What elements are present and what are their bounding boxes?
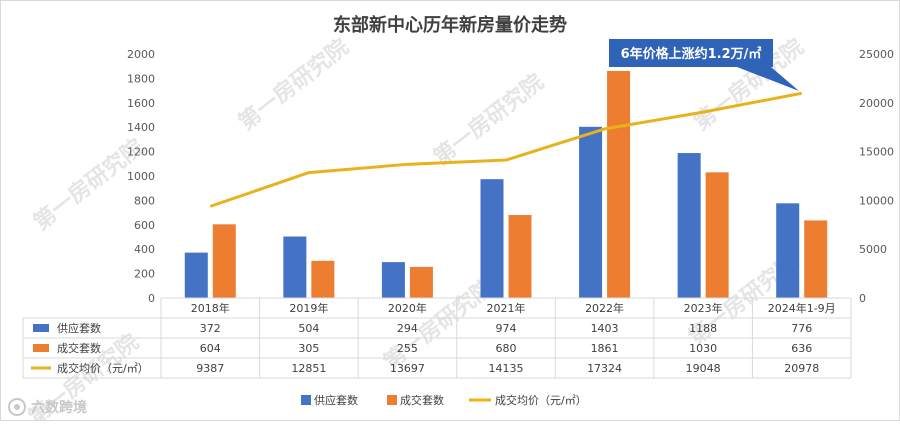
deal-bar: [311, 260, 335, 298]
callout-pointer: [737, 67, 799, 91]
table-cell: 604: [200, 342, 221, 355]
y-right-tick-label: 20000: [859, 97, 894, 110]
x-tick-label: 2019年: [289, 301, 328, 315]
table-cell: 776: [791, 322, 812, 335]
y-left-tick-label: 0: [148, 292, 155, 305]
table-cell: 14135: [489, 362, 524, 375]
deal-bar: [508, 215, 532, 298]
table-cell: 305: [298, 342, 319, 355]
table-cell: 680: [496, 342, 517, 355]
table-cell: 1861: [591, 342, 619, 355]
table-row-label: 成交套数: [57, 341, 101, 355]
legend-label: 成交套数: [400, 393, 444, 407]
legend-label: 成交均价（元/㎡）: [495, 393, 587, 407]
x-tick-label: 2018年: [191, 301, 230, 315]
supply-bar: [480, 179, 504, 298]
x-tick-label: 2022年: [585, 301, 624, 315]
table-row-label: 成交均价（元/㎡）: [57, 361, 149, 375]
x-tick-label: 2021年: [487, 301, 526, 315]
y-right-tick-label: 25000: [859, 48, 894, 61]
price-line: [209, 91, 802, 208]
supply-bar: [776, 203, 800, 298]
row-legend-swatch: [33, 344, 49, 352]
y-left-tick-label: 1000: [127, 170, 155, 183]
table-cell: 1030: [689, 342, 717, 355]
table-cell: 20978: [784, 362, 819, 375]
y-left-tick-labels: 0 200 400 600 800 1000 1200 1400 1600 1800 2000: [127, 48, 155, 305]
table-cell: 1403: [591, 322, 619, 335]
deal-bar: [409, 266, 433, 298]
y-left-tick-label: 1600: [127, 97, 155, 110]
callout-text: 6年价格上涨约1.2万/㎡: [621, 46, 762, 62]
table-cell: 974: [496, 322, 517, 335]
table-cell: 12851: [291, 362, 326, 375]
table-cell: 372: [200, 322, 221, 335]
supply-bar: [184, 252, 208, 298]
data-table: 2018年 2019年 2020年 2021年 2022年 2023年 2024年1-9月供…: [22, 297, 852, 379]
supply-bar: [283, 236, 307, 298]
row-legend-swatch: [33, 324, 49, 332]
y-left-tick-label: 600: [134, 219, 155, 232]
y-left-tick-label: 200: [134, 268, 155, 281]
supply-bar: [579, 126, 603, 298]
table-cell: 255: [397, 342, 418, 355]
price-callout: 6年价格上涨约1.2万/㎡: [609, 39, 799, 91]
legend-swatch: [301, 395, 311, 405]
table-row-label: 供应套数: [57, 321, 101, 335]
y-left-tick-label: 2000: [127, 48, 155, 61]
table-cell: 294: [397, 322, 418, 335]
y-left-tick-label: 800: [134, 194, 155, 207]
table-cell: 9387: [196, 362, 224, 375]
table-cell: 1188: [689, 322, 717, 335]
y-left-tick-label: 400: [134, 243, 155, 256]
deal-bar: [804, 220, 828, 298]
y-left-tick-label: 1200: [127, 146, 155, 159]
callout-box: [609, 39, 773, 67]
x-tick-label: 2024年1-9月: [768, 301, 836, 315]
supply-bar: [381, 262, 405, 298]
price-line-series: [209, 91, 802, 208]
table-cell: 636: [791, 342, 812, 355]
table-cell: 13697: [390, 362, 425, 375]
x-tick-label: 2023年: [684, 301, 723, 315]
table-cell: 17324: [587, 362, 622, 375]
x-tick-label: 2020年: [388, 301, 427, 315]
brand-logo-icon: [8, 398, 26, 416]
legend-label: 供应套数: [314, 393, 358, 407]
watermark-text: 第一房研究院: [429, 69, 549, 171]
chart-legend: 供应套数 成交套数 成交均价（元/㎡）: [301, 393, 587, 407]
deal-bar: [212, 224, 236, 298]
brand-text: 六数跨境: [31, 399, 87, 416]
table-cell: 504: [298, 322, 319, 335]
brand-logo-dot: [14, 404, 20, 410]
deal-bar: [705, 172, 729, 298]
chart-title: 东部新中心历年新房量价走势: [333, 14, 567, 36]
bar-series: [184, 70, 828, 298]
watermark-text: 第一房研究院: [234, 34, 354, 136]
deal-bar: [607, 70, 631, 298]
table-cell: 19048: [686, 362, 721, 375]
y-right-tick-label: 15000: [859, 146, 894, 159]
y-right-tick-label: 5000: [859, 243, 887, 256]
y-right-tick-label: 0: [859, 292, 866, 305]
brand-mark: 六数跨境: [8, 398, 87, 416]
y-right-tick-labels: 0 5000 10000 15000 20000 25000: [859, 48, 894, 305]
y-left-tick-label: 1400: [127, 121, 155, 134]
y-right-tick-label: 10000: [859, 194, 894, 207]
legend-swatch: [387, 395, 397, 405]
y-left-tick-label: 1800: [127, 72, 155, 85]
supply-bar: [677, 153, 701, 298]
